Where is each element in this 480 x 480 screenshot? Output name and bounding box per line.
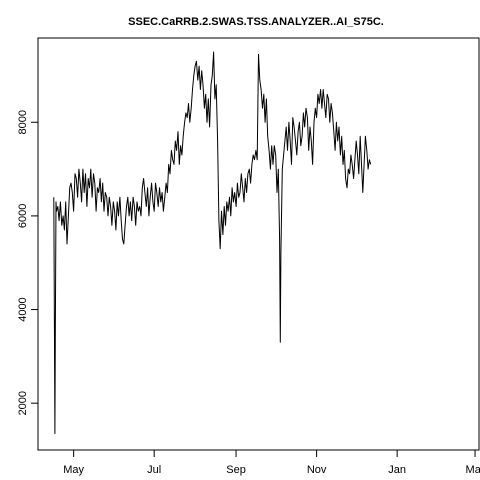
x-tick-label: Sep — [226, 464, 246, 476]
plot-frame — [37, 37, 480, 451]
y-tick-label: 8000 — [17, 110, 29, 134]
y-tick-label: 6000 — [17, 204, 29, 228]
x-axis: May Jul Sep Nov Jan Mar — [63, 449, 480, 476]
y-tick-label: 4000 — [17, 297, 29, 321]
x-tick-label: Jul — [147, 464, 161, 476]
series-line — [53, 51, 372, 435]
x-tick-label: May — [63, 464, 84, 476]
y-tick-label: 2000 — [17, 391, 29, 415]
y-axis: 2000 4000 6000 8000 — [17, 110, 39, 415]
chart-title: SSEC.CaRRB.2.SWAS.TSS.ANALYZER..AI_S75C. — [128, 16, 384, 28]
x-tick-label: Nov — [307, 464, 327, 476]
x-tick-label: Jan — [388, 464, 406, 476]
x-tick-label: Mar — [466, 464, 480, 476]
